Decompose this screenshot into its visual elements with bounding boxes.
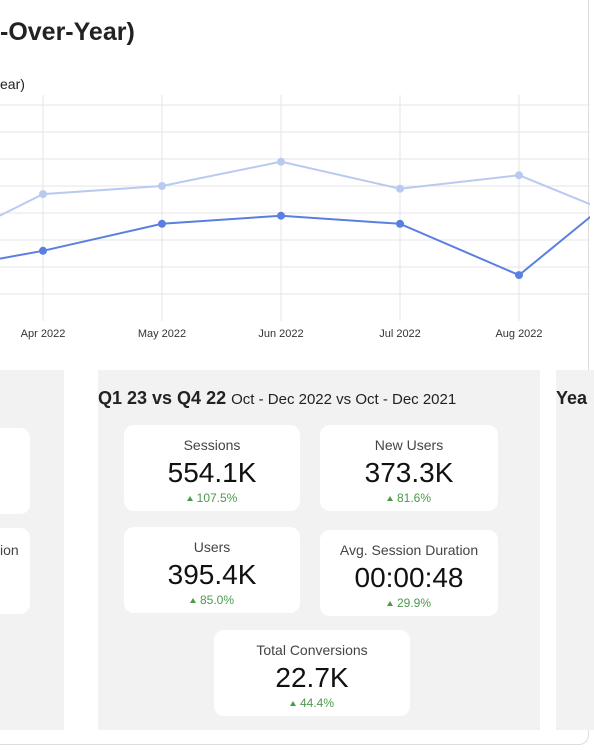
kpi-label: Sessions [183,437,241,453]
change-value: 44.4% [299,696,335,710]
right-panel: Yea [556,370,594,730]
point [39,246,47,255]
kpi-change: 85.0% [124,593,300,607]
kpi-card: Total Conversions 22.7K 44.4% [214,630,410,716]
up-arrow [186,496,193,502]
point [396,219,404,228]
left-panel: ion [0,370,64,730]
kpi-value: 00:00:48 [354,562,464,593]
kpi-label: Avg. Session Duration [339,542,479,558]
up-arrow [386,601,393,607]
panel-heading: Q1 23 vs Q4 22 Oct - Dec 2022 vs Oct - D… [98,388,456,409]
kpi-change: 29.9% [320,596,498,610]
kpi-label: Total Conversions [256,642,368,658]
kpi-card: New Users 373.3K 81.6% [320,425,498,511]
kpi-card: ion [0,528,30,614]
kpi-change: 81.6% [320,491,498,505]
up-arrow [386,496,393,502]
kpi-label: ion [0,542,19,558]
change-value: 85.0% [199,593,235,607]
change-value: 107.5% [196,491,238,505]
kpi-value: 22.7K [275,662,349,693]
up-arrow [289,701,296,707]
kpi-value: 554.1K [167,457,257,488]
kpi-label: New Users [374,437,444,453]
kpi-card: Sessions 554.1K 107.5% [124,425,300,511]
series-line [0,214,590,277]
kpi-label: Users [193,539,231,555]
kpi-change: 107.5% [124,491,300,505]
point [39,190,47,199]
point [396,184,404,193]
panel-title: Yea [556,388,588,408]
point [515,171,523,180]
change-value: 29.9% [396,596,432,610]
point [515,271,523,280]
x-tick-label: Jun 2022 [258,328,303,340]
kpi-value: 373.3K [364,457,454,488]
panel-period: Oct - Dec 2022 vs Oct - Dec 2021 [231,391,457,408]
x-tick-label: Apr 2022 [21,328,66,340]
kpi-card [0,428,30,514]
x-tick-label: Jul 2022 [379,328,421,340]
chart-subtitle: ear) [0,76,25,92]
point [277,211,285,220]
point [277,157,285,166]
kpi-change: 44.4% [214,696,410,710]
point [158,182,166,190]
change-value: 81.6% [396,491,432,505]
point [158,219,166,228]
kpi-value: 395.4K [167,559,257,590]
kpi-card: Users 395.4K 85.0% [124,527,300,613]
x-tick-label: May 2022 [138,328,186,340]
line-chart: Apr 2022 May 2022 Jun 2022 Jul 2022 Aug 2022 [0,95,590,340]
x-tick-label: Aug 2022 [495,328,542,340]
chart-title: -Over-Year) [0,18,135,46]
kpi-card: Avg. Session Duration 00:00:48 29.9% [320,530,498,616]
panel-title: Q1 23 vs Q4 22 [98,388,227,408]
up-arrow [189,598,196,604]
